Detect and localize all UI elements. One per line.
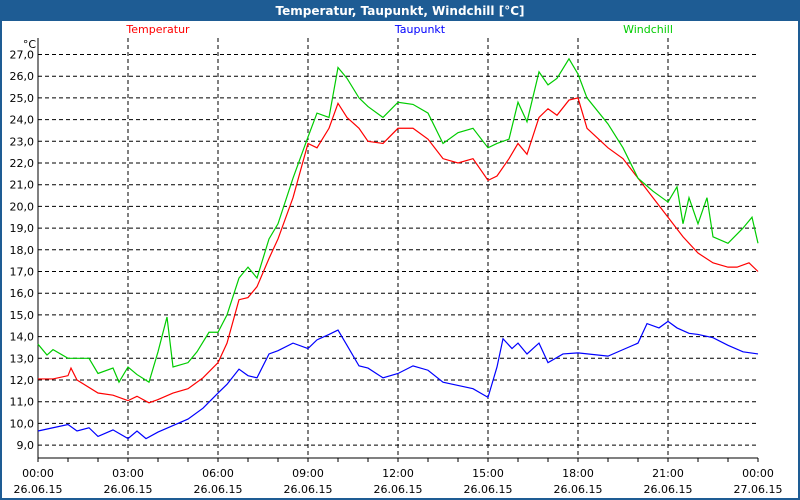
legend-temperatur: Temperatur <box>125 23 190 36</box>
y-tick-label: 26,0 <box>10 70 35 83</box>
y-tick-label: 15,0 <box>10 309 35 322</box>
x-tick-time: 21:00 <box>652 467 684 480</box>
y-tick-label: 18,0 <box>10 244 35 257</box>
x-tick-date: 26.06.15 <box>644 483 693 496</box>
x-tick-date: 26.06.15 <box>464 483 513 496</box>
x-tick-time: 06:00 <box>202 467 234 480</box>
y-tick-label: 23,0 <box>10 135 35 148</box>
x-tick-date: 26.06.15 <box>554 483 603 496</box>
y-tick-label: 27,0 <box>10 49 35 62</box>
x-tick-time: 09:00 <box>292 467 324 480</box>
y-tick-label: 10,0 <box>10 417 35 430</box>
y-tick-label: 14,0 <box>10 331 35 344</box>
y-tick-label: 17,0 <box>10 266 35 279</box>
x-tick-time: 15:00 <box>472 467 504 480</box>
x-tick-date: 26.06.15 <box>284 483 333 496</box>
y-tick-label: 12,0 <box>10 374 35 387</box>
x-tick-time: 00:00 <box>22 467 54 480</box>
x-tick-time: 18:00 <box>562 467 594 480</box>
x-tick-date: 26.06.15 <box>14 483 63 496</box>
y-tick-label: 16,0 <box>10 287 35 300</box>
x-tick-time: 00:00 <box>742 467 774 480</box>
window-title: Temperatur, Taupunkt, Windchill [°C] <box>2 2 798 21</box>
series-line-temperatur <box>38 97 759 404</box>
series-line-windchill <box>37 57 759 384</box>
y-tick-label: 25,0 <box>10 92 35 105</box>
y-tick-label: 24,0 <box>10 114 35 127</box>
legend-taupunkt: Taupunkt <box>394 23 446 36</box>
x-tick-date: 26.06.15 <box>374 483 423 496</box>
series-line-taupunkt <box>37 320 759 440</box>
y-tick-label: 21,0 <box>10 179 35 192</box>
y-tick-label: 19,0 <box>10 222 35 235</box>
y-tick-label: 13,0 <box>10 352 35 365</box>
x-tick-date: 26.06.15 <box>194 483 243 496</box>
y-tick-label: 11,0 <box>10 396 35 409</box>
x-tick-date: 26.06.15 <box>104 483 153 496</box>
y-tick-label: 20,0 <box>10 200 35 213</box>
x-tick-time: 03:00 <box>112 467 144 480</box>
y-tick-label: 9,0 <box>17 439 35 452</box>
x-tick-time: 12:00 <box>382 467 414 480</box>
x-tick-date: 27.06.15 <box>734 483 783 496</box>
y-tick-label: 22,0 <box>10 157 35 170</box>
y-axis-unit: °C <box>23 38 37 51</box>
legend-windchill: Windchill <box>623 23 673 36</box>
